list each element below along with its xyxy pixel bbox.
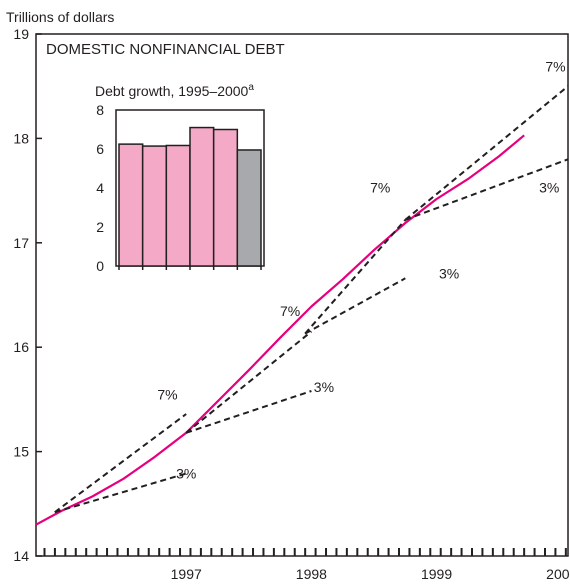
debt-line xyxy=(35,134,525,526)
trend-line xyxy=(404,85,569,221)
y-axis-label: Trillions of dollars xyxy=(6,9,114,25)
chart-title: DOMESTIC NONFINANCIAL DEBT xyxy=(46,41,285,58)
y-tick-label: 17 xyxy=(13,235,29,251)
debt-growth-inset: Debt growth, 1995–2000a 0 2 4 6 8 xyxy=(95,82,265,274)
inset-bar xyxy=(236,149,262,267)
inset-bar xyxy=(118,143,144,267)
trend-line xyxy=(54,472,187,514)
inset-bar xyxy=(212,128,239,267)
inset-title: Debt growth, 1995–2000a xyxy=(95,82,254,99)
y-tick-label: 19 xyxy=(13,26,29,42)
trend-line xyxy=(304,277,406,335)
trend-line xyxy=(54,413,187,514)
inset-y-tick-label: 4 xyxy=(96,180,104,196)
growth-rate-labels: 7% 3% 7% 3% 7% 3% 7% 3% xyxy=(157,59,565,482)
inset-bar xyxy=(165,144,191,267)
inset-y-tick-label: 0 xyxy=(96,258,104,274)
growth-rate-label: 3% xyxy=(176,466,196,482)
x-tick-label: 1998 xyxy=(296,566,327,582)
growth-rate-label: 3% xyxy=(539,180,559,196)
inset-y-tick-label: 2 xyxy=(96,219,104,235)
trend-line xyxy=(404,158,569,221)
y-axis: 14 15 16 17 18 19 xyxy=(13,26,42,564)
inset-bar xyxy=(189,126,215,267)
growth-rate-label: 3% xyxy=(314,379,334,395)
growth-rate-label: 7% xyxy=(545,59,565,75)
x-axis: 1997 1998 1999 2000 xyxy=(43,548,570,582)
trend-line xyxy=(304,219,407,335)
y-tick-label: 15 xyxy=(13,444,29,460)
y-tick-label: 14 xyxy=(13,548,29,564)
growth-rate-label: 7% xyxy=(280,303,300,319)
x-tick-label: 1999 xyxy=(421,566,452,582)
growth-rate-label: 3% xyxy=(439,265,459,281)
y-tick-label: 18 xyxy=(13,130,29,146)
series-group xyxy=(35,85,569,526)
x-tick-label: 1997 xyxy=(171,566,202,582)
inset-y-tick-label: 8 xyxy=(96,102,104,118)
plot-frame xyxy=(35,33,569,557)
inset-bar xyxy=(141,145,168,267)
growth-rate-label: 7% xyxy=(370,180,390,196)
trend-line xyxy=(185,390,312,434)
y-tick-label: 16 xyxy=(13,339,29,355)
trend-line xyxy=(185,330,313,434)
growth-rate-label: 7% xyxy=(157,386,177,402)
x-tick-label: 2000 xyxy=(546,566,570,582)
inset-y-tick-label: 6 xyxy=(96,141,104,157)
